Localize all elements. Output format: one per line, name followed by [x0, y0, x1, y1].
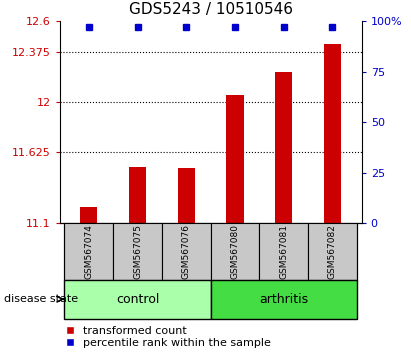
- Text: GSM567076: GSM567076: [182, 224, 191, 279]
- Bar: [178, 168, 195, 223]
- Text: disease state: disease state: [4, 294, 78, 304]
- Legend: transformed count, percentile rank within the sample: transformed count, percentile rank withi…: [65, 326, 271, 348]
- Text: arthritis: arthritis: [259, 293, 308, 306]
- Bar: [211, 280, 357, 319]
- Bar: [308, 223, 357, 280]
- Text: GSM567080: GSM567080: [231, 224, 240, 279]
- Bar: [275, 72, 292, 223]
- Bar: [129, 166, 146, 223]
- Bar: [80, 207, 97, 223]
- Text: GSM567082: GSM567082: [328, 224, 337, 279]
- Bar: [226, 95, 244, 223]
- Bar: [65, 280, 210, 319]
- Bar: [162, 223, 211, 280]
- Bar: [259, 223, 308, 280]
- Text: control: control: [116, 293, 159, 306]
- Text: GSM567081: GSM567081: [279, 224, 288, 279]
- Title: GDS5243 / 10510546: GDS5243 / 10510546: [129, 2, 293, 17]
- Text: GSM567074: GSM567074: [84, 224, 93, 279]
- Bar: [113, 223, 162, 280]
- Bar: [65, 223, 113, 280]
- Text: GSM567075: GSM567075: [133, 224, 142, 279]
- Bar: [211, 223, 259, 280]
- Bar: [324, 44, 341, 223]
